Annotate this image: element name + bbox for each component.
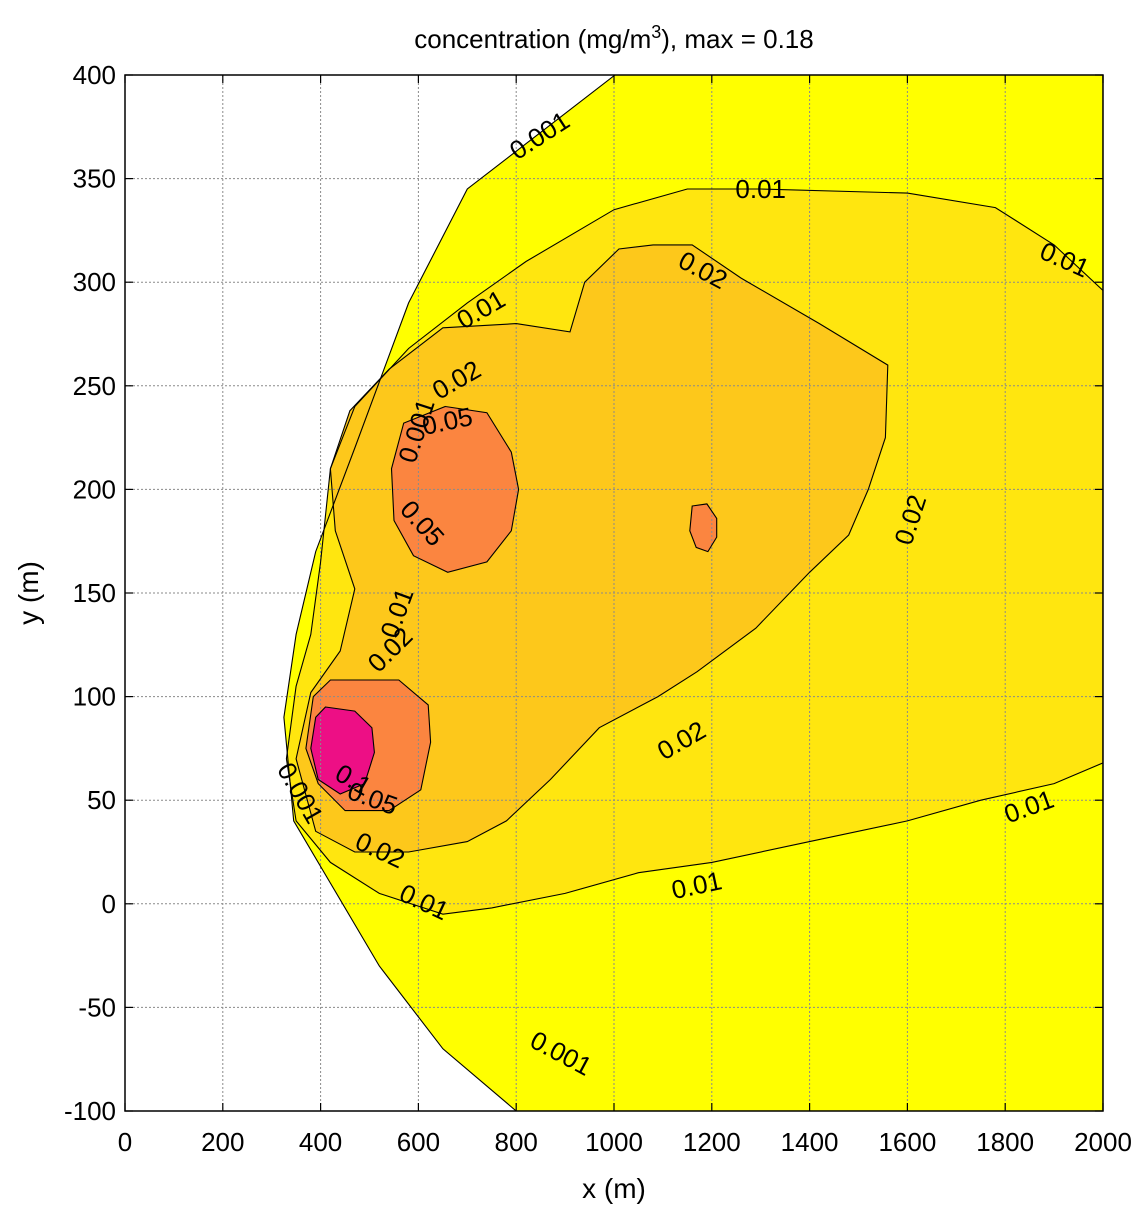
title-superscript: 3: [651, 22, 661, 42]
grid-lines: [125, 75, 1103, 1111]
y-tick-label: 150: [73, 578, 116, 608]
contour-line-0_02-2: [295, 244, 889, 853]
x-tick-label: 1800: [976, 1127, 1034, 1157]
contour-region-0_05-5: [689, 503, 717, 552]
y-tick-label: -100: [64, 1096, 116, 1126]
y-tick-label: 250: [73, 371, 116, 401]
title-prefix: concentration (mg/m: [414, 24, 651, 54]
chart-title: concentration (mg/m3), max = 0.18: [414, 22, 813, 54]
y-tick-label: 0: [102, 889, 116, 919]
x-tick-label: 0: [118, 1127, 132, 1157]
contour-lines: [283, 75, 1103, 1111]
title-suffix: ), max = 0.18: [661, 24, 813, 54]
y-tick-label: 300: [73, 267, 116, 297]
x-tick-label: 600: [397, 1127, 440, 1157]
y-tick-label: 350: [73, 164, 116, 194]
axis-ticks: 0 200 400 600 800 1000 1200 1400 1600 1800 2000-10…: [64, 60, 1132, 1157]
x-axis-label: x (m): [582, 1173, 646, 1204]
contour-line-0_05-5: [689, 503, 718, 553]
y-tick-label: 50: [87, 785, 116, 815]
x-tick-label: 400: [299, 1127, 342, 1157]
contour-region-0_1-6: [310, 707, 375, 794]
contour-line-0_1-6: [310, 706, 375, 795]
y-axis-label: y (m): [13, 561, 44, 625]
contour-line-0_05-3: [390, 405, 520, 573]
x-tick-label: 1000: [585, 1127, 643, 1157]
contour-region-0_02-2: [296, 244, 888, 852]
contour-line-0_05-4: [305, 679, 432, 812]
contour-region-0_05-3: [391, 406, 519, 573]
y-tick-label: 200: [73, 474, 116, 504]
contour-label: 0.01: [735, 174, 786, 204]
y-tick-label: -50: [78, 992, 116, 1022]
y-tick-label: 400: [73, 60, 116, 90]
x-tick-label: 1200: [683, 1127, 741, 1157]
contour-line-0_001-0: [283, 75, 1103, 1111]
y-tick-label: 100: [73, 682, 116, 712]
x-tick-label: 2000: [1074, 1127, 1132, 1157]
x-tick-label: 200: [201, 1127, 244, 1157]
x-tick-label: 800: [495, 1127, 538, 1157]
x-tick-label: 1600: [878, 1127, 936, 1157]
x-tick-label: 1400: [781, 1127, 839, 1157]
contour-line-0_01-1: [285, 188, 1103, 915]
